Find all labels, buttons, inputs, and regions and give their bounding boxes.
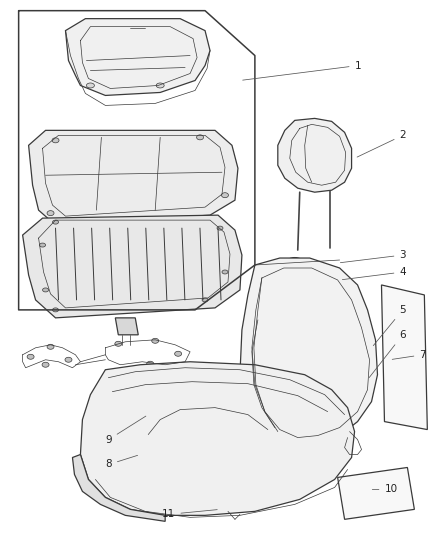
Ellipse shape	[222, 193, 229, 198]
Ellipse shape	[53, 308, 59, 312]
Polygon shape	[305, 274, 328, 292]
Ellipse shape	[53, 220, 59, 224]
Ellipse shape	[115, 341, 122, 346]
Text: 3: 3	[340, 250, 406, 263]
Ellipse shape	[202, 298, 208, 302]
Ellipse shape	[222, 270, 228, 274]
Ellipse shape	[42, 288, 49, 292]
Ellipse shape	[197, 135, 204, 140]
Polygon shape	[28, 131, 238, 225]
Ellipse shape	[147, 361, 154, 366]
Text: 10: 10	[372, 484, 398, 495]
Text: 7: 7	[392, 350, 426, 360]
Text: 9: 9	[106, 416, 146, 445]
Polygon shape	[240, 258, 378, 449]
Ellipse shape	[152, 338, 159, 343]
Ellipse shape	[287, 257, 303, 266]
Text: 6: 6	[369, 330, 406, 377]
Polygon shape	[381, 285, 427, 430]
Text: 5: 5	[373, 305, 406, 345]
Polygon shape	[115, 318, 138, 335]
Ellipse shape	[86, 83, 95, 88]
Ellipse shape	[47, 344, 54, 349]
Ellipse shape	[27, 354, 34, 359]
Ellipse shape	[52, 138, 59, 143]
Ellipse shape	[217, 226, 223, 230]
Polygon shape	[72, 455, 165, 521]
Polygon shape	[338, 467, 414, 519]
Text: 1: 1	[243, 61, 361, 80]
Ellipse shape	[42, 362, 49, 367]
Polygon shape	[66, 19, 210, 95]
Polygon shape	[23, 215, 242, 318]
Ellipse shape	[65, 357, 72, 362]
Text: 4: 4	[343, 267, 406, 280]
Text: 2: 2	[357, 131, 406, 157]
Polygon shape	[278, 118, 352, 192]
Text: 8: 8	[106, 455, 138, 470]
Ellipse shape	[47, 211, 54, 216]
Polygon shape	[278, 268, 300, 285]
Ellipse shape	[156, 83, 164, 88]
Polygon shape	[81, 362, 355, 515]
Ellipse shape	[312, 263, 328, 272]
Text: 11: 11	[162, 510, 217, 519]
Ellipse shape	[175, 351, 182, 356]
Ellipse shape	[39, 243, 46, 247]
